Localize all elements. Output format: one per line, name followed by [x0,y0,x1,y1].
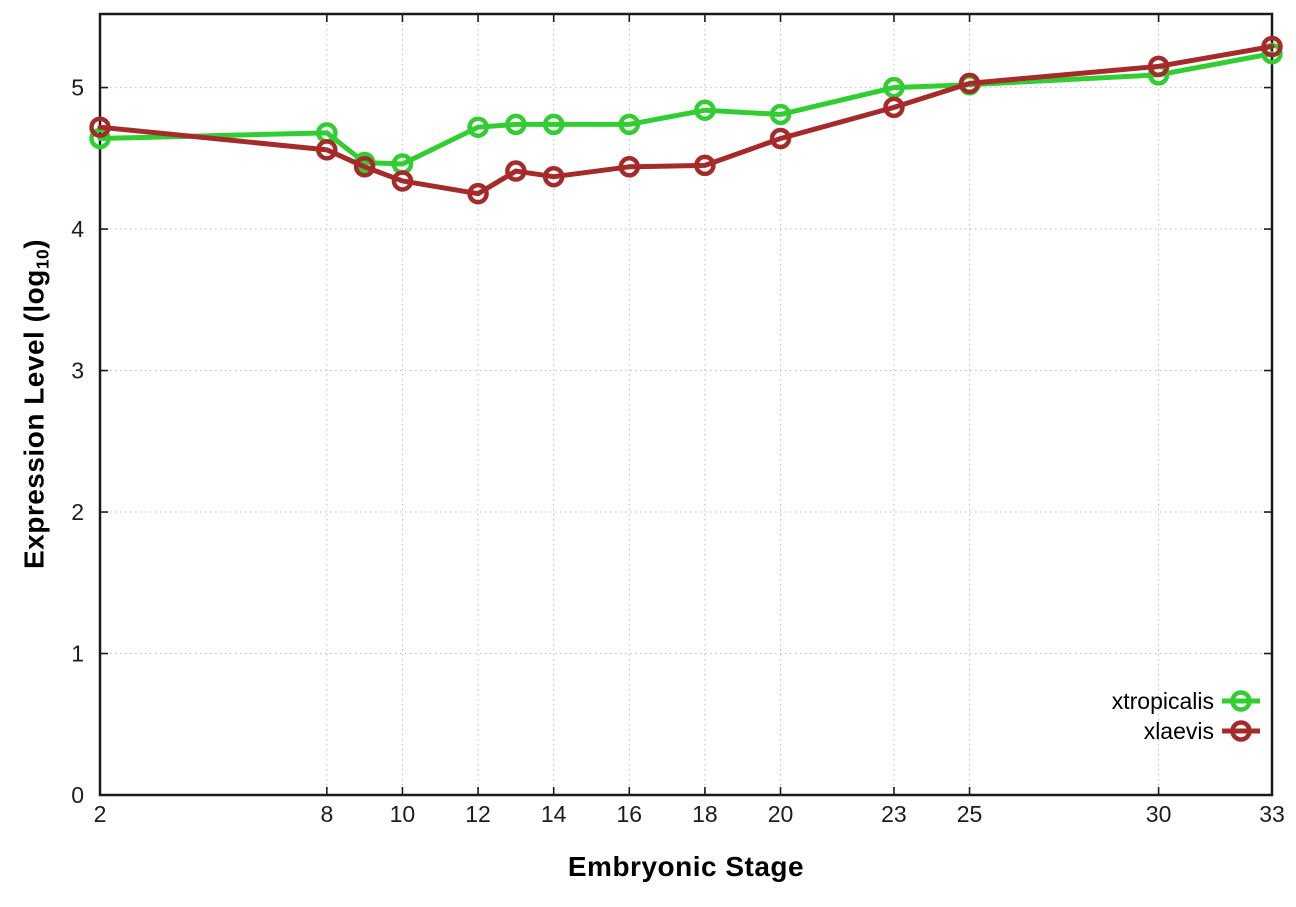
x-tick-label: 16 [616,801,642,827]
x-axis-title: Embryonic Stage [567,851,805,882]
x-tick-label: 20 [768,801,794,827]
x-tick-label: 33 [1259,801,1285,827]
y-tick-label: 1 [71,641,84,667]
legend-sample-marker-xlaevis [1230,720,1252,742]
data-point-marker-xtropicalis [89,127,111,150]
data-point-marker-xlaevis [316,139,338,161]
data-point-marker-xtropicalis [542,113,565,136]
legend-sample-marker-xtropicalis [1230,690,1252,712]
x-tick-label: 30 [1146,801,1172,827]
data-point-marker-xtropicalis [769,103,792,126]
data-point-marker-xtropicalis [467,116,489,138]
data-point-marker-xlaevis [353,156,376,178]
x-tick-label: 12 [465,801,491,827]
y-tick-label: 0 [71,782,84,808]
data-point-marker-xlaevis [467,182,489,205]
data-point-marker-xlaevis [505,160,527,182]
data-point-marker-xlaevis [618,156,641,178]
data-point-marker-xlaevis [1261,35,1283,58]
y-axis-title-close: ) [18,238,50,249]
x-tick-label: 8 [320,801,333,827]
data-point-marker-xlaevis [883,96,905,119]
data-point-marker-xtropicalis [883,76,905,99]
data-point-marker-xlaevis [694,154,716,177]
y-tick-label: 5 [71,75,84,101]
y-axis-title: Expression Level (log10) [18,239,53,569]
x-tick-label: 10 [390,801,416,827]
data-point-marker-xtropicalis [694,99,716,121]
y-axis-title-main: Expression Level (log [18,269,50,570]
legend-label-xtropicalis: xtropicalis [1112,688,1214,714]
x-tick-label: 18 [692,801,718,827]
legend-label-xlaevis: xlaevis [1144,718,1214,744]
data-point-marker-xtropicalis [505,113,527,136]
plot-border [98,12,1274,797]
x-tick-label: 2 [94,801,107,827]
data-point-marker-xtropicalis [618,113,641,136]
y-tick-label: 3 [71,358,84,384]
data-point-marker-xlaevis [769,127,792,150]
x-tick-label: 25 [957,801,983,827]
y-tick-label: 2 [71,499,84,525]
data-point-marker-xlaevis [1147,55,1170,78]
series-line-xlaevis [97,44,1275,197]
y-tick-label: 4 [71,216,84,242]
x-tick-label: 23 [881,801,907,827]
data-point-marker-xlaevis [391,170,414,192]
data-point-marker-xlaevis [958,72,981,95]
data-point-marker-xlaevis [89,116,111,138]
data-point-marker-xlaevis [542,165,565,188]
x-tick-label: 14 [541,801,567,827]
y-axis-title-subscript: 10 [32,248,53,270]
